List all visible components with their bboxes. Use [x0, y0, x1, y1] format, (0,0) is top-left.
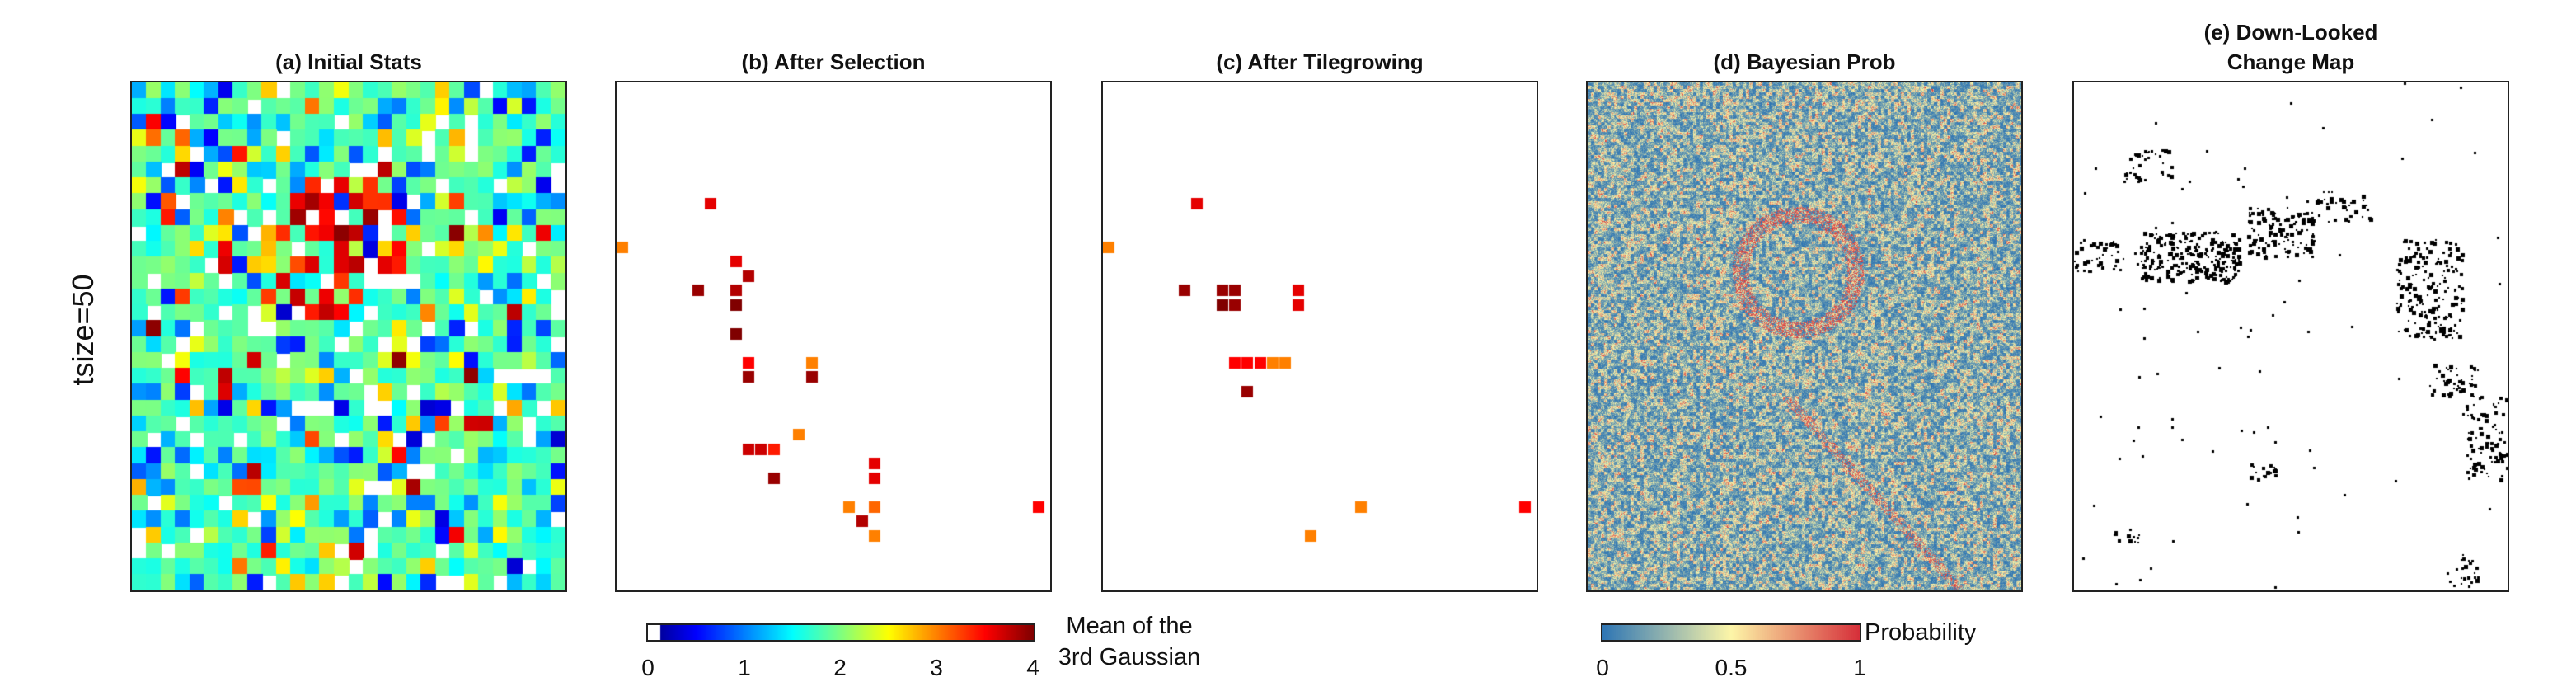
- colorbar-prob-tick-1: 0.5: [1715, 655, 1748, 680]
- panel-e-change-map: [2072, 81, 2509, 592]
- colorbar-mean-tick-3: 3: [930, 655, 943, 680]
- after-selection-heatmap: [617, 82, 1050, 590]
- colorbar-mean-tick-1: 1: [738, 655, 751, 680]
- colorbar-mean-tick-0: 0: [641, 655, 655, 680]
- panel-a-title: (a) Initial Stats: [275, 49, 422, 74]
- colorbar-mean: [646, 623, 1035, 642]
- colorbar-prob-tick-2: 1: [1853, 655, 1866, 680]
- panel-a-initial-stats: [130, 81, 567, 592]
- panel-d-bayesian-prob: [1586, 81, 2023, 592]
- after-tilegrowing-heatmap: [1103, 82, 1537, 590]
- bayesian-prob-map: [1588, 82, 2021, 590]
- colorbar-mean-label-line1: Mean of the: [1066, 613, 1193, 639]
- panel-c-title: (c) After Tilegrowing: [1216, 49, 1424, 74]
- panel-e-title: (e) Down-Looked Change Map: [2072, 20, 2509, 74]
- row-label: tsize=50: [66, 274, 100, 386]
- initial-stats-heatmap: [132, 82, 565, 590]
- panel-e-title-line1: (e) Down-Looked: [2203, 20, 2378, 45]
- panel-b-after-selection: [615, 81, 1052, 592]
- down-looked-change-map: [2074, 82, 2508, 590]
- colorbar-mean-tick-4: 4: [1026, 655, 1039, 680]
- colorbar-mean-gradient: [648, 625, 1034, 640]
- panel-b-title: (b) After Selection: [741, 49, 926, 74]
- colorbar-prob-gradient: [1602, 625, 1860, 640]
- colorbar-prob-label: Probability: [1865, 619, 1977, 646]
- colorbar-mean-tick-2: 2: [833, 655, 847, 680]
- colorbar-mean-label-line2: 3rd Gaussian: [1058, 644, 1201, 670]
- colorbar-prob-tick-0: 0: [1596, 655, 1609, 680]
- panel-c-after-tilegrowing: [1101, 81, 1538, 592]
- colorbar-prob: [1601, 623, 1861, 642]
- panel-e-title-line2: Change Map: [2226, 49, 2355, 74]
- colorbar-mean-label: Mean of the 3rd Gaussian: [1047, 610, 1212, 673]
- panel-d-title: (d) Bayesian Prob: [1713, 49, 1896, 74]
